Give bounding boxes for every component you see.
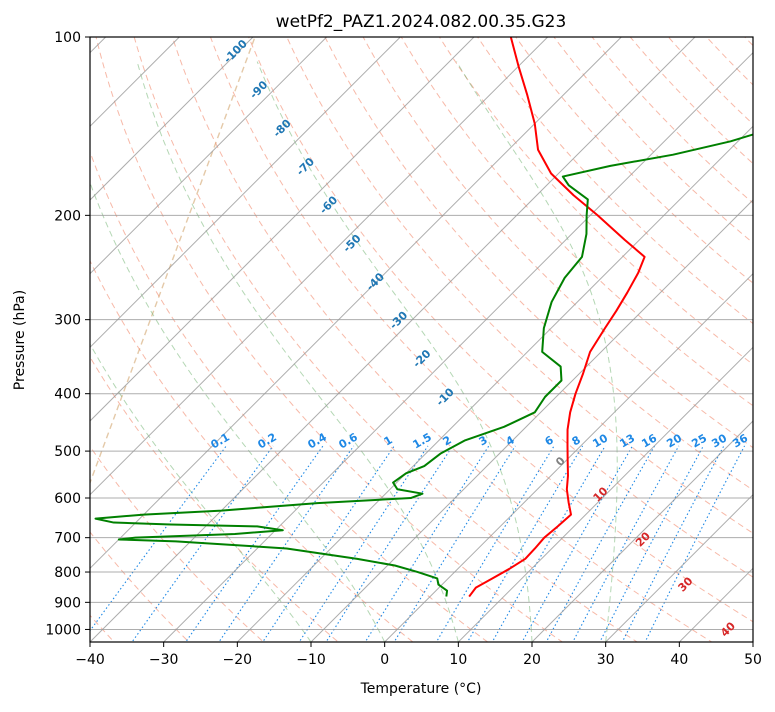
mixing-ratio-line [211, 446, 354, 654]
temperature-profile-line [469, 37, 644, 597]
y-tick-label: 600 [54, 491, 81, 507]
isotherm-line [594, 37, 775, 654]
y-tick-label: 900 [54, 595, 81, 611]
mixing-ratio-line [387, 446, 515, 654]
isotherm-line [373, 37, 775, 654]
dry-adiabat-label: 30 [676, 574, 696, 594]
dry-adiabat [0, 37, 277, 654]
mixing-ratio-label: 25 [689, 432, 709, 451]
dry-adiabat [96, 37, 580, 654]
mixing-ratio-line [319, 446, 453, 654]
dry-adiabat-label: -40 [364, 270, 387, 293]
isotherm-line [667, 37, 775, 654]
mixing-ratio-line [486, 446, 606, 654]
dry-adiabat [363, 37, 775, 654]
x-tick-label: 40 [670, 652, 688, 668]
x-tick-label: −20 [223, 652, 253, 668]
dry-adiabat [211, 37, 775, 654]
chart-title: wetPf2_PAZ1.2024.082.00.35.G23 [276, 12, 567, 32]
x-tick-label: −40 [75, 652, 105, 668]
dry-adiabat [134, 37, 655, 654]
x-tick-label: 0 [380, 652, 389, 668]
isotherm-line [741, 37, 775, 654]
moist-adiabat [137, 62, 458, 642]
isotherm-line [0, 37, 253, 654]
mixing-ratio-label: 3 [477, 433, 490, 448]
mixing-ratio-label: 0.4 [306, 430, 330, 451]
x-tick-label: 20 [523, 652, 541, 668]
x-tick-label: 50 [744, 652, 762, 668]
dry-adiabat [554, 37, 775, 654]
dry-adiabat [249, 37, 775, 654]
dewpoint-profile-line [96, 37, 775, 597]
y-tick-label: 200 [54, 208, 81, 224]
mixing-ratio-label: 2 [441, 433, 454, 448]
moist-adiabat [0, 62, 311, 642]
dry-adiabat-label: -80 [271, 116, 294, 139]
dry-adiabat-label: -90 [247, 78, 270, 101]
y-axis-label: Pressure (hPa) [12, 290, 28, 390]
x-tick-label: −30 [149, 652, 179, 668]
mixing-ratio-label: 13 [617, 432, 637, 451]
series-lines [96, 37, 775, 597]
dry-adiabat-label: 40 [718, 619, 738, 639]
dry-adiabat [0, 37, 353, 654]
dry-adiabat [287, 37, 775, 654]
mixing-ratio-label: 6 [543, 433, 556, 448]
dry-adiabat [707, 37, 775, 654]
isotherm-line [4, 37, 621, 654]
dry-adiabat [401, 37, 775, 654]
dry-adiabat-label: -10 [434, 385, 457, 408]
y-tick-label: 800 [54, 565, 81, 581]
isotherm-line [78, 37, 695, 654]
mixing-ratio-label: 36 [730, 431, 750, 450]
dry-adiabat-label: 20 [633, 529, 653, 549]
moist-adiabat [257, 62, 532, 642]
y-tick-label: 1000 [45, 622, 81, 638]
mixing-ratio-label: 10 [590, 431, 610, 450]
isotherm-line [446, 37, 775, 654]
mixing-ratio-line [616, 446, 723, 654]
dry-adiabat-label: -50 [340, 232, 363, 255]
mixing-ratio-label: 1 [382, 433, 395, 448]
mixing-ratio-label: 16 [639, 431, 659, 450]
x-tick-label: −10 [296, 652, 326, 668]
dry-adiabat-label: -20 [410, 347, 433, 370]
y-tick-label: 700 [54, 531, 81, 547]
y-tick-label: 300 [54, 313, 81, 329]
mixing-ratio-label: 0.1 [209, 430, 232, 451]
dry-adiabat [592, 37, 775, 654]
isotherm-line [152, 37, 769, 654]
y-tick-label: 100 [54, 30, 81, 46]
dry-adiabat-label: -60 [317, 193, 340, 216]
mixing-ratio-label: 20 [664, 431, 684, 450]
mixing-ratio-line [540, 446, 655, 654]
y-tick-label: 500 [54, 444, 81, 460]
background-curve [27, 37, 255, 654]
dry-adiabat [172, 37, 731, 654]
isotherm-line [0, 37, 474, 654]
dry-adiabat-label: 10 [591, 484, 611, 504]
dry-adiabat [325, 37, 775, 654]
mixing-ratio-line [124, 446, 274, 654]
mixing-ratio-line [255, 446, 394, 654]
x-axis-label: Temperature (°C) [360, 681, 482, 697]
dry-adiabat [668, 37, 775, 654]
isotherm-line [0, 37, 400, 654]
grid-lines [0, 37, 775, 654]
mixing-ratio-line [292, 446, 428, 654]
isotherm-line [520, 37, 775, 654]
dry-adiabat [516, 37, 775, 654]
y-tick-label: 400 [54, 387, 81, 403]
x-tick-label: 10 [449, 652, 467, 668]
x-tick-label: 30 [597, 652, 615, 668]
